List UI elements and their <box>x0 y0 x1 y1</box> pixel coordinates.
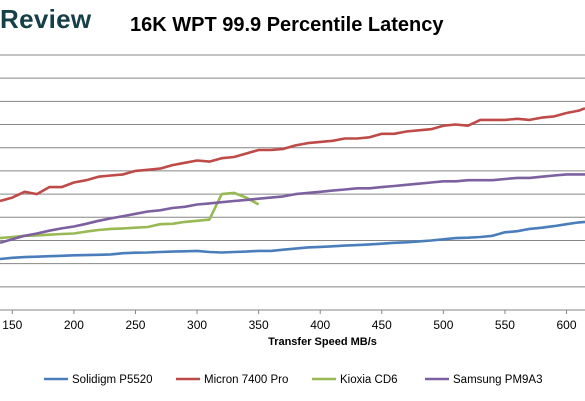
legend-label: Micron 7400 Pro <box>204 374 288 386</box>
x-tick-label: 450 <box>372 318 392 332</box>
x-tick-label: 550 <box>495 318 515 332</box>
x-tick-label: 350 <box>249 318 269 332</box>
x-tick-label: 600 <box>557 318 577 332</box>
x-tick-label: 200 <box>64 318 84 332</box>
legend-label: Solidigm P5520 <box>72 374 153 386</box>
x-axis-label: Transfer Speed MB/s <box>268 336 377 348</box>
legend: Solidigm P5520 Micron 7400 Pro Kioxia CD6 S… <box>44 374 543 386</box>
chart-title: 16K WPT 99.9 Percentile Latency <box>130 14 444 36</box>
x-tick-label: 400 <box>310 318 330 332</box>
gridlines <box>0 54 585 311</box>
legend-label: Samsung PM9A3 <box>453 374 543 386</box>
series-lines <box>0 107 585 261</box>
series-line-2 <box>0 107 585 203</box>
x-tick-label: 250 <box>125 318 145 332</box>
brand-logo: Review <box>0 4 92 34</box>
x-tick-label: 500 <box>433 318 453 332</box>
x-axis-ticks: 150 200 250 300 350 400 450 500 550 600 <box>2 310 577 332</box>
x-tick-label: 300 <box>187 318 207 332</box>
legend-label: Kioxia CD6 <box>340 374 398 386</box>
series-line-3 <box>0 191 260 240</box>
x-tick-label: 150 <box>2 318 22 332</box>
series-line-1 <box>0 220 585 261</box>
series-line-4 <box>0 173 585 245</box>
